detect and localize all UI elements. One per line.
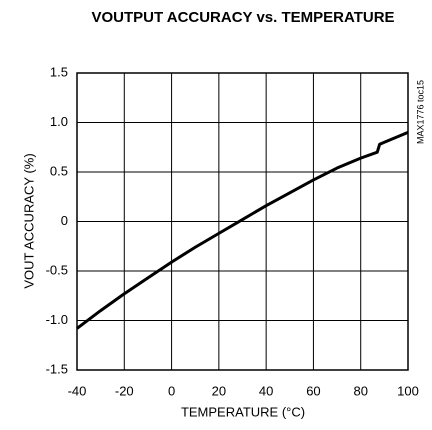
y-tick-label: -0.5 [46,262,68,277]
y-tick-label: -1.0 [46,312,68,327]
y-tick-label: 0 [61,213,68,228]
y-tick-label: 1.5 [50,64,68,79]
x-axis-label: TEMPERATURE (°C) [181,404,305,419]
x-tick-label: -20 [115,383,134,398]
x-tick-label: 0 [168,383,175,398]
annotation: MAX1776 toc15 [415,80,425,144]
x-tick-label: 40 [259,383,273,398]
y-tick-label: -1.5 [46,361,68,376]
x-tick-label: 60 [306,383,320,398]
y-tick-label: 0.5 [50,163,68,178]
x-tick-label: 20 [212,383,226,398]
data-line [76,131,409,330]
x-tick-label: 100 [397,383,419,398]
y-tick-label: 1.0 [50,114,68,129]
chart-title: VOUTPUT ACCURACY vs. TEMPERATURE [91,9,394,26]
y-axis-label: VOUT ACCURACY (%) [21,153,36,288]
x-tick-label: 80 [353,383,367,398]
x-tick-label: -40 [68,383,87,398]
